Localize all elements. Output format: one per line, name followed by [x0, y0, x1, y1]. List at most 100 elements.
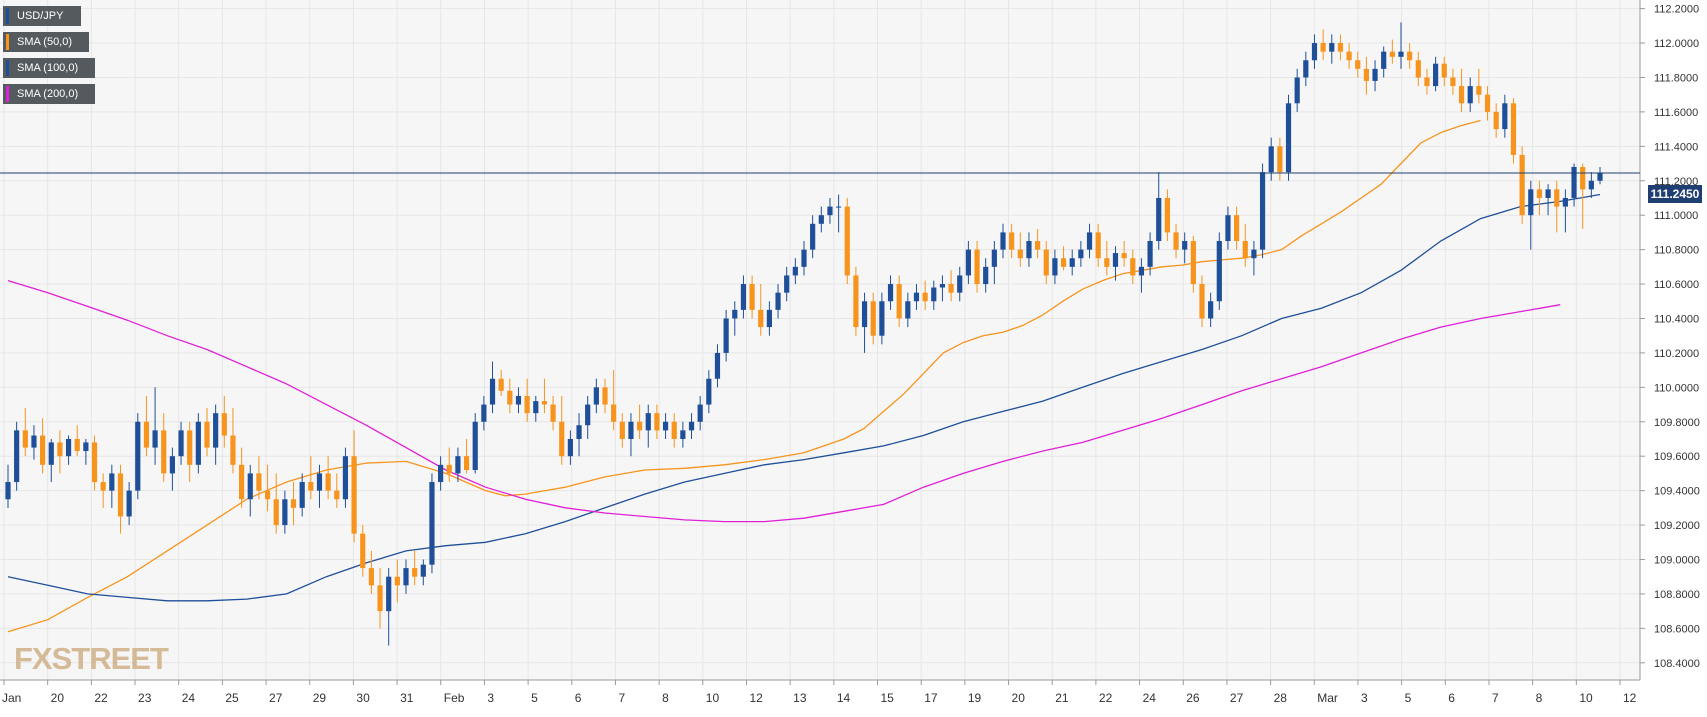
- y-tick-label: 111.8000: [1654, 72, 1698, 84]
- candle-body: [1528, 189, 1534, 216]
- candle-body: [5, 482, 11, 500]
- candle-body: [1285, 103, 1292, 173]
- candle-body: [870, 301, 876, 336]
- candle-body: [637, 421, 643, 431]
- legend-label: USD/JPY: [17, 10, 64, 22]
- x-tick-label: 26: [1186, 691, 1200, 705]
- x-tick-label: 10: [706, 691, 720, 705]
- candle-body: [515, 395, 522, 405]
- candle-body: [1147, 241, 1153, 267]
- candle-body: [1035, 241, 1041, 250]
- candle-body: [377, 585, 383, 612]
- candle-body: [1415, 60, 1421, 78]
- y-tick-label: 108.6000: [1654, 623, 1700, 635]
- candle-body: [342, 456, 349, 500]
- candle-body: [1251, 249, 1257, 259]
- candle-body: [135, 421, 141, 491]
- candle-body: [1502, 103, 1508, 130]
- candle-body: [706, 378, 712, 405]
- candle-body: [1164, 197, 1170, 233]
- y-tick-label: 111.6000: [1654, 107, 1698, 119]
- candle-body: [299, 482, 305, 508]
- candle-body: [1363, 68, 1369, 81]
- candle-body: [567, 438, 573, 457]
- candle-body: [1078, 249, 1084, 259]
- candle-body: [1216, 241, 1222, 302]
- candle-body: [1458, 86, 1465, 104]
- candle-body: [204, 421, 210, 448]
- candle-body: [913, 292, 920, 302]
- candle-body: [905, 301, 911, 319]
- x-tick-label: 5: [1405, 691, 1412, 705]
- candle-body: [758, 309, 764, 328]
- candle-body: [1138, 266, 1145, 276]
- candle-body: [187, 430, 193, 465]
- candle-body: [749, 284, 755, 310]
- candle-body: [991, 249, 997, 267]
- x-tick-label: 12: [1623, 691, 1637, 705]
- candle-body: [1242, 241, 1248, 259]
- candle-body: [861, 301, 868, 328]
- x-tick-label: 7: [618, 691, 625, 705]
- y-tick-label: 109.4000: [1654, 486, 1700, 498]
- candle-body: [1294, 77, 1300, 104]
- candle-body: [360, 533, 366, 569]
- candle-body: [74, 438, 80, 452]
- candle-body: [1519, 154, 1525, 216]
- candle-body: [818, 215, 824, 224]
- candle-body: [1173, 232, 1179, 250]
- candle-body: [109, 473, 115, 491]
- candle-body: [152, 430, 158, 448]
- candle-body: [1026, 241, 1032, 259]
- x-tick-label: 20: [1012, 691, 1026, 705]
- legend-item-sma200[interactable]: SMA (200,0): [3, 84, 95, 104]
- candle-body: [126, 490, 132, 517]
- candle-body: [22, 430, 28, 448]
- x-tick-label: 28: [1274, 691, 1288, 705]
- candle-body: [1121, 253, 1127, 259]
- candle-body: [178, 430, 184, 457]
- candle-body: [1536, 189, 1543, 198]
- candle-body: [887, 284, 894, 302]
- candle-body: [1571, 166, 1577, 198]
- y-tick-label: 110.0000: [1654, 382, 1699, 394]
- x-tick-label: 15: [881, 691, 895, 705]
- candle-body: [1009, 232, 1015, 250]
- x-tick-label: 14: [837, 691, 851, 705]
- legend-item-sma100[interactable]: SMA (100,0): [3, 58, 95, 78]
- x-tick-label: 7: [1492, 691, 1499, 705]
- legend-swatch-usdjpy: [6, 8, 9, 24]
- candle-body: [1407, 51, 1413, 61]
- candle-body: [1268, 146, 1274, 173]
- candle-body: [1320, 43, 1326, 52]
- candle-body: [827, 206, 833, 216]
- candle-body: [316, 473, 323, 491]
- legend-item-usdjpy[interactable]: USD/JPY: [3, 6, 81, 26]
- y-tick-label: 111.0000: [1654, 210, 1698, 222]
- candle-body: [1095, 232, 1101, 259]
- candle-body: [939, 284, 946, 288]
- y-tick-label: 112.0000: [1654, 38, 1699, 50]
- x-tick-label: 24: [182, 691, 196, 705]
- x-tick-label: 27: [269, 691, 283, 705]
- candle-body: [334, 490, 340, 500]
- candle-body: [541, 401, 548, 405]
- candle-body: [792, 266, 798, 276]
- candle-body: [455, 456, 461, 474]
- candle-body: [1398, 51, 1404, 57]
- candle-body: [117, 473, 124, 517]
- candle-body: [611, 404, 617, 422]
- candle-body: [1484, 94, 1491, 112]
- candle-body: [766, 309, 772, 328]
- candle-body: [1277, 146, 1283, 173]
- x-tick-label: 12: [749, 691, 763, 705]
- legend-item-sma50[interactable]: SMA (50,0): [3, 32, 89, 52]
- candle-body: [775, 292, 781, 310]
- legend-swatch-sma100: [6, 60, 9, 76]
- y-tick-label: 109.0000: [1654, 554, 1700, 566]
- candle-body: [1259, 172, 1266, 250]
- candle-body: [1441, 63, 1447, 78]
- candle-body: [1389, 51, 1395, 57]
- candle-body: [1337, 43, 1344, 52]
- x-tick-label: 5: [531, 691, 538, 705]
